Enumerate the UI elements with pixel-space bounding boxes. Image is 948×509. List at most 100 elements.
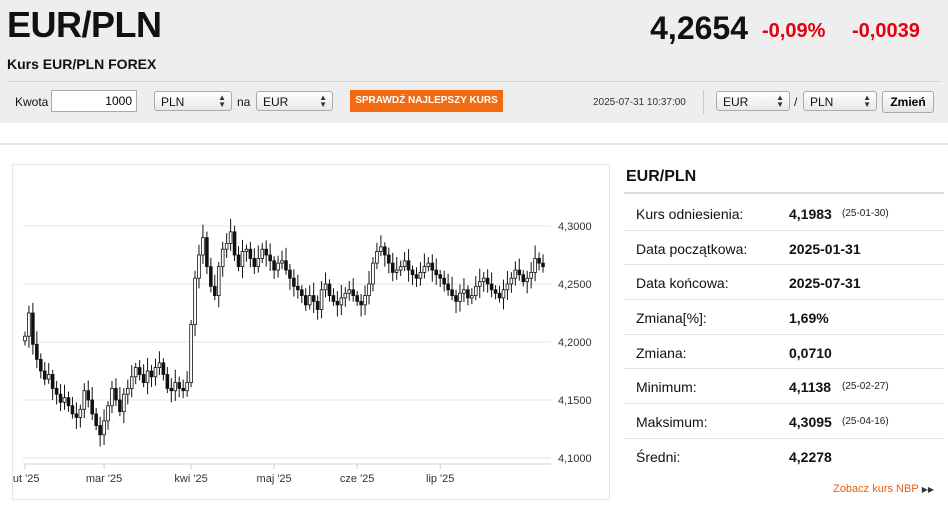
candle[interactable] — [509, 272, 514, 293]
candle[interactable] — [220, 241, 225, 277]
candle[interactable] — [383, 242, 387, 267]
candle[interactable] — [450, 276, 454, 301]
candle[interactable] — [118, 387, 122, 417]
candle[interactable] — [300, 285, 304, 304]
price-chart[interactable]: 4,1000 4,1500 4,2000 4,2500 4,3000 lut '25 mar… — [10, 164, 610, 500]
candle[interactable] — [462, 278, 466, 303]
candle[interactable] — [359, 293, 363, 317]
nbp-rate-link[interactable]: Zobacz kurs NBP ▶▶ — [833, 483, 934, 495]
candle[interactable] — [292, 269, 296, 297]
candle[interactable] — [153, 358, 158, 386]
candle[interactable] — [205, 231, 209, 275]
pair-quote-select[interactable]: PLN ▲ ▼ — [803, 91, 877, 111]
candle[interactable] — [406, 249, 411, 282]
candle[interactable] — [264, 240, 268, 267]
candle[interactable] — [62, 384, 67, 410]
candle[interactable] — [248, 241, 253, 268]
from-currency-select[interactable]: PLN ▲ ▼ — [154, 91, 232, 111]
candle[interactable] — [343, 287, 348, 307]
candle[interactable] — [505, 271, 510, 301]
candle[interactable] — [165, 367, 170, 394]
candle[interactable] — [252, 248, 257, 275]
candle[interactable] — [240, 239, 245, 279]
candle[interactable] — [58, 383, 63, 412]
candle[interactable] — [201, 224, 205, 264]
pair-base-select[interactable]: EUR ▲ ▼ — [716, 91, 790, 111]
candle[interactable] — [157, 351, 162, 375]
candle[interactable] — [256, 245, 261, 273]
candle[interactable] — [331, 288, 336, 307]
candle[interactable] — [379, 235, 383, 257]
candle[interactable] — [390, 252, 395, 282]
candle[interactable] — [426, 257, 431, 272]
candle[interactable] — [145, 358, 150, 395]
candle[interactable] — [371, 257, 375, 292]
candle[interactable] — [106, 401, 110, 430]
candle[interactable] — [521, 270, 526, 287]
amount-input[interactable] — [51, 90, 137, 112]
candle[interactable] — [288, 264, 292, 290]
candle[interactable] — [481, 272, 486, 292]
candle[interactable] — [137, 360, 142, 381]
candle[interactable] — [446, 273, 450, 296]
candle[interactable] — [438, 270, 442, 288]
candle[interactable] — [280, 250, 284, 270]
candle[interactable] — [466, 285, 470, 306]
change-pair-button[interactable]: Zmień — [882, 91, 934, 113]
candle[interactable] — [355, 290, 359, 307]
candle[interactable] — [90, 387, 94, 420]
candle[interactable] — [323, 272, 328, 298]
candle[interactable] — [430, 254, 435, 282]
candle[interactable] — [122, 388, 126, 424]
candle[interactable] — [224, 233, 229, 259]
candle[interactable] — [54, 380, 59, 405]
candle[interactable] — [39, 353, 43, 379]
candle[interactable] — [213, 274, 217, 301]
candle[interactable] — [31, 302, 35, 355]
candle[interactable] — [228, 218, 233, 251]
candle[interactable] — [216, 261, 221, 308]
candle[interactable] — [477, 268, 482, 298]
candle[interactable] — [296, 274, 300, 299]
candle[interactable] — [78, 404, 83, 428]
candle[interactable] — [497, 285, 502, 303]
candle[interactable] — [493, 285, 498, 300]
candle[interactable] — [169, 378, 174, 403]
candle[interactable] — [86, 380, 91, 408]
candle[interactable] — [501, 279, 506, 310]
candle[interactable] — [367, 271, 371, 305]
candle[interactable] — [94, 407, 98, 431]
candle[interactable] — [537, 252, 541, 271]
candle[interactable] — [46, 362, 51, 384]
candle[interactable] — [244, 244, 249, 262]
candle[interactable] — [193, 270, 197, 337]
candle[interactable] — [307, 285, 312, 310]
candle[interactable] — [327, 279, 332, 302]
candle[interactable] — [474, 276, 478, 301]
candle[interactable] — [517, 258, 522, 281]
candle[interactable] — [236, 246, 241, 272]
candle[interactable] — [347, 280, 352, 301]
candle[interactable] — [284, 247, 288, 275]
candle[interactable] — [185, 371, 189, 397]
candle[interactable] — [110, 380, 114, 414]
candle[interactable] — [485, 269, 490, 293]
candle[interactable] — [129, 365, 134, 398]
candle[interactable] — [541, 254, 545, 273]
candle[interactable] — [319, 280, 324, 319]
candle[interactable] — [402, 251, 407, 272]
candle[interactable] — [339, 284, 344, 316]
candle[interactable] — [414, 267, 419, 288]
candle[interactable] — [418, 262, 423, 286]
candle[interactable] — [454, 289, 458, 313]
candle[interactable] — [27, 305, 31, 348]
candle[interactable] — [351, 278, 355, 302]
best-rate-button[interactable]: SPRAWDŹ NAJLEPSZY KURS — [350, 90, 503, 112]
candle[interactable] — [126, 379, 130, 405]
candle[interactable] — [470, 288, 474, 304]
candle[interactable] — [458, 284, 462, 312]
candle[interactable] — [268, 243, 272, 272]
candle[interactable] — [177, 376, 181, 398]
candle[interactable] — [272, 256, 276, 279]
candle[interactable] — [394, 257, 399, 280]
